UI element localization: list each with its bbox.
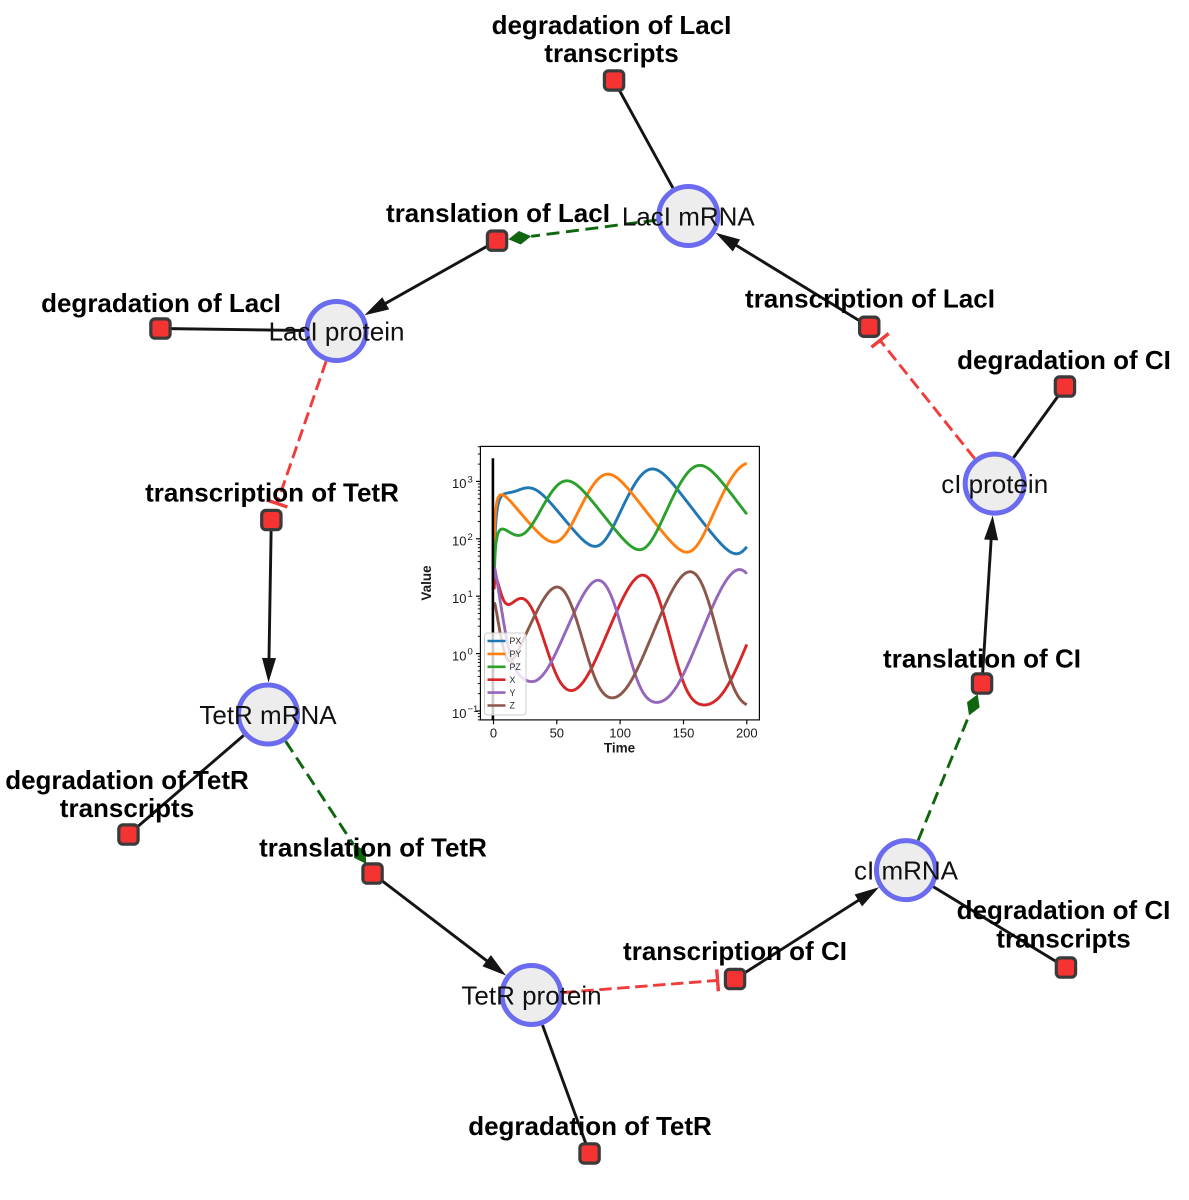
svg-text:degradation of LacI: degradation of LacI bbox=[492, 10, 732, 40]
svg-text:transcription of CI: transcription of CI bbox=[623, 936, 847, 966]
svg-text:X: X bbox=[510, 675, 516, 685]
svg-text:translation of TetR: translation of TetR bbox=[259, 833, 487, 863]
svg-text:50: 50 bbox=[550, 726, 564, 741]
svg-text:degradation of TetR: degradation of TetR bbox=[5, 765, 249, 795]
svg-text:cI protein: cI protein bbox=[941, 469, 1048, 499]
svg-text:transcripts: transcripts bbox=[60, 793, 194, 823]
svg-text:10: 10 bbox=[452, 591, 466, 606]
svg-text:10: 10 bbox=[452, 534, 466, 549]
svg-text:degradation of TetR: degradation of TetR bbox=[468, 1111, 712, 1141]
svg-text:degradation of LacI: degradation of LacI bbox=[41, 288, 281, 318]
svg-text:TetR protein: TetR protein bbox=[461, 981, 601, 1011]
svg-text:Y: Y bbox=[510, 688, 516, 698]
svg-text:cI mRNA: cI mRNA bbox=[854, 856, 959, 886]
svg-text:200: 200 bbox=[736, 726, 758, 741]
svg-text:100: 100 bbox=[609, 726, 631, 741]
svg-text:transcripts: transcripts bbox=[544, 38, 678, 68]
svg-text:Z: Z bbox=[510, 701, 516, 711]
svg-text:TetR mRNA: TetR mRNA bbox=[199, 700, 337, 730]
svg-text:degradation of CI: degradation of CI bbox=[957, 895, 1171, 925]
svg-text:translation of LacI: translation of LacI bbox=[386, 198, 610, 228]
svg-text:0: 0 bbox=[468, 647, 473, 658]
svg-text:LacI protein: LacI protein bbox=[269, 317, 405, 347]
svg-text:Value: Value bbox=[419, 565, 434, 601]
svg-text:translation of CI: translation of CI bbox=[883, 644, 1081, 674]
svg-text:PY: PY bbox=[510, 649, 522, 659]
svg-text:transcription of TetR: transcription of TetR bbox=[145, 478, 399, 508]
svg-text:3: 3 bbox=[468, 474, 473, 485]
svg-text:0: 0 bbox=[490, 726, 497, 741]
svg-text:PX: PX bbox=[510, 636, 522, 646]
svg-text:2: 2 bbox=[468, 532, 473, 543]
svg-text:PZ: PZ bbox=[510, 662, 522, 672]
svg-text:1: 1 bbox=[468, 589, 473, 600]
svg-text:10: 10 bbox=[452, 476, 466, 491]
svg-text:LacI mRNA: LacI mRNA bbox=[622, 202, 756, 232]
svg-text:Time: Time bbox=[604, 741, 636, 756]
svg-text:transcripts: transcripts bbox=[996, 924, 1130, 954]
svg-text:degradation of CI: degradation of CI bbox=[957, 345, 1171, 375]
svg-text:150: 150 bbox=[673, 726, 695, 741]
svg-text:10: 10 bbox=[452, 648, 466, 663]
svg-text:10: 10 bbox=[452, 706, 466, 721]
svg-text:−1: −1 bbox=[468, 704, 479, 715]
svg-text:transcription of LacI: transcription of LacI bbox=[745, 284, 995, 314]
